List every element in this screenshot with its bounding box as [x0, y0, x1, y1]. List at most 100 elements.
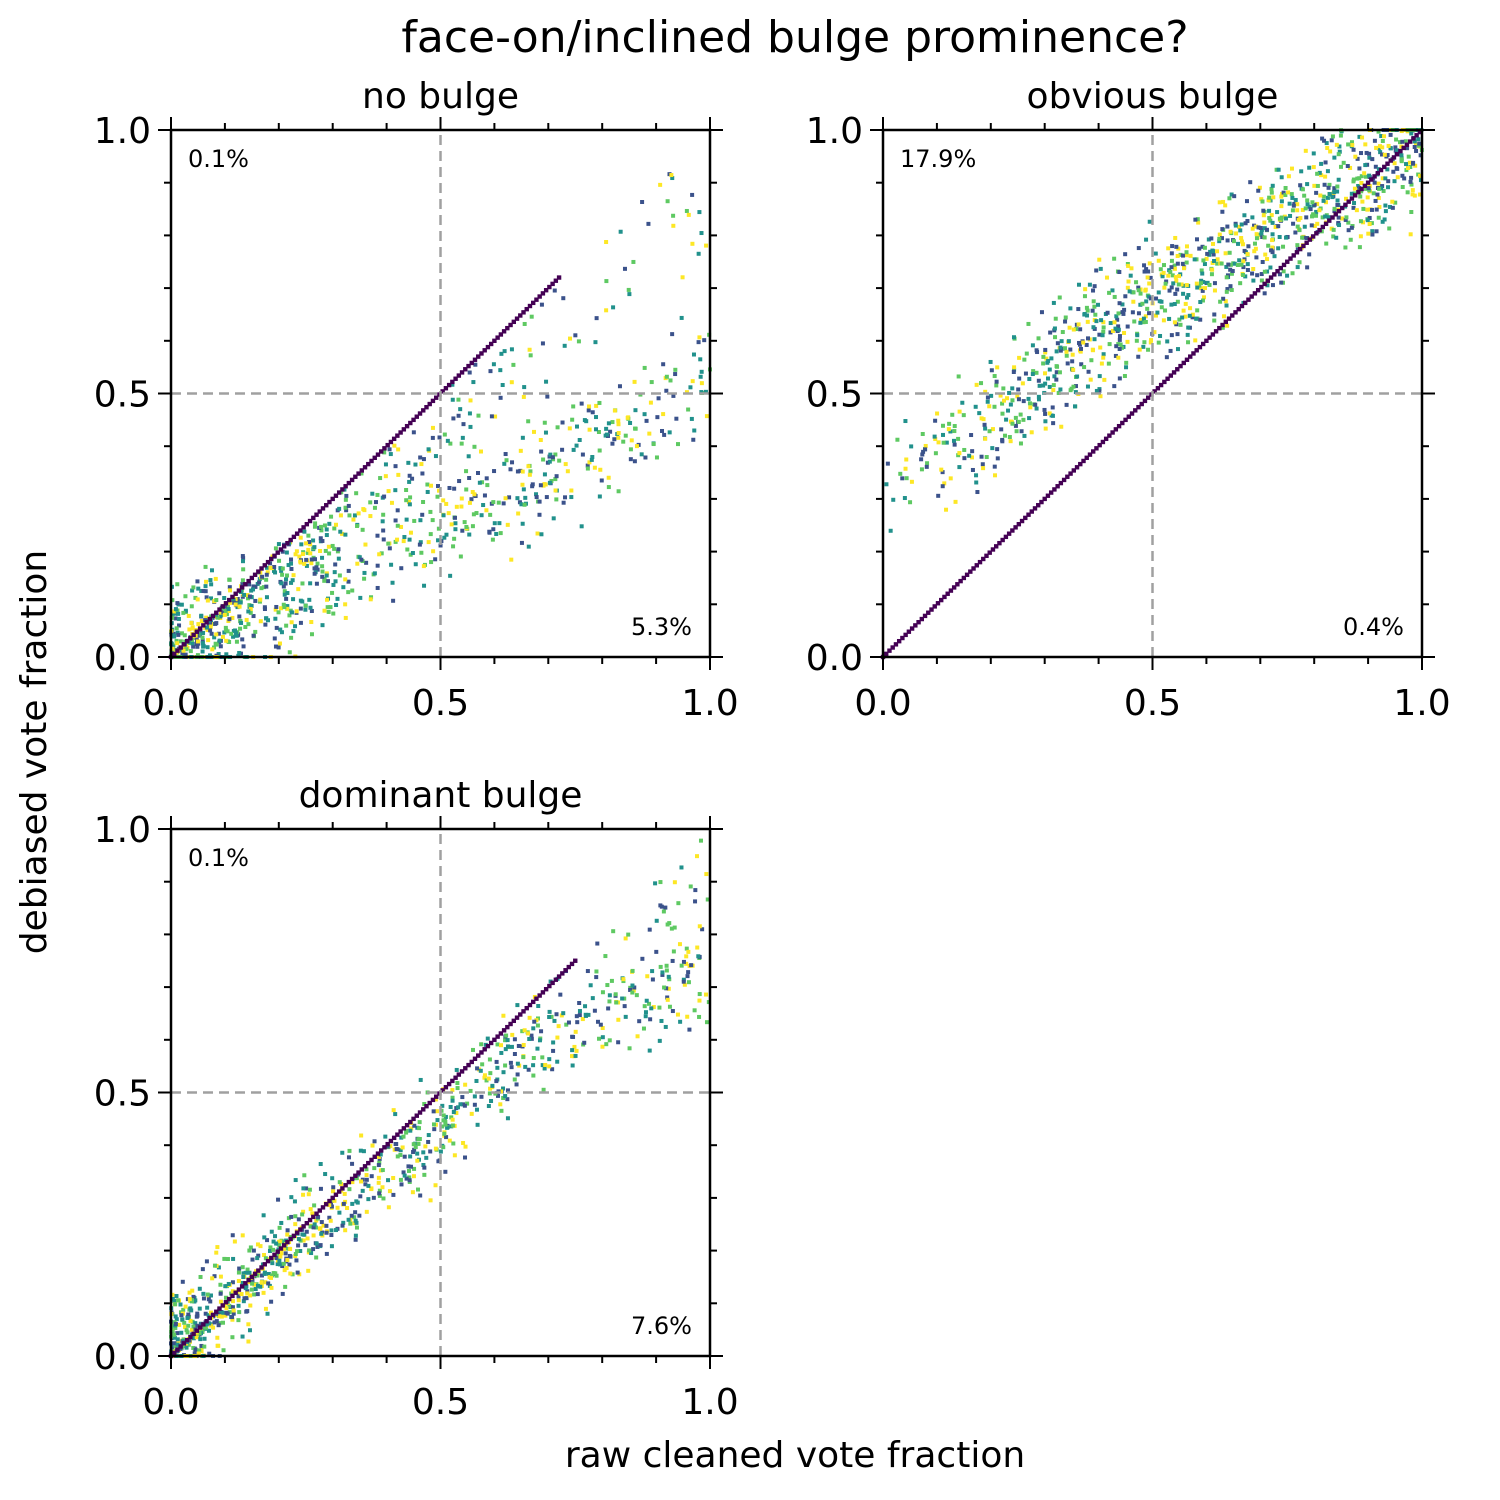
scatter-point	[1124, 360, 1129, 365]
scatter-point	[538, 437, 543, 442]
identity-point	[324, 1202, 329, 1207]
scatter-point	[309, 620, 314, 625]
scatter-point	[585, 466, 590, 471]
scatter-point	[216, 1265, 221, 1270]
scatter-point	[621, 977, 626, 982]
scatter-point	[574, 1048, 579, 1053]
scatter-point	[1322, 138, 1327, 143]
scatter-point	[436, 484, 441, 489]
scatter-point	[305, 1236, 310, 1241]
scatter-point	[486, 1104, 491, 1109]
scatter-point	[1076, 282, 1081, 287]
scatter-point	[417, 1126, 422, 1131]
scatter-point	[426, 1133, 431, 1138]
scatter-point	[499, 351, 504, 356]
scatter-point	[334, 522, 339, 527]
scatter-point	[632, 985, 637, 990]
scatter-point	[214, 621, 219, 626]
scatter-point	[431, 1122, 436, 1127]
identity-point	[366, 461, 371, 467]
scatter-point	[1365, 195, 1370, 200]
scatter-point	[425, 482, 430, 487]
identity-point	[369, 458, 374, 464]
identity-point	[1213, 329, 1219, 334]
scatter-point	[391, 598, 396, 603]
identity-point	[566, 964, 571, 970]
scatter-point	[658, 880, 663, 885]
scatter-point	[183, 652, 188, 657]
identity-point	[543, 987, 549, 992]
identity-point	[521, 1009, 526, 1014]
scatter-point	[173, 607, 178, 612]
scatter-point	[1158, 267, 1163, 272]
identity-point	[288, 537, 293, 543]
scatter-point	[1215, 261, 1220, 266]
scatter-point	[216, 1343, 221, 1348]
scatter-point	[491, 527, 496, 532]
scatter-point	[291, 573, 296, 578]
scatter-point	[411, 1142, 416, 1147]
scatter-point	[1016, 397, 1021, 402]
scatter-point	[1156, 290, 1161, 295]
scatter-point	[274, 1256, 279, 1261]
scatter-point	[324, 527, 329, 532]
identity-point	[514, 1015, 520, 1020]
scatter-point	[1351, 177, 1356, 182]
scatter-point	[1031, 369, 1036, 374]
identity-point	[210, 1312, 216, 1318]
scatter-point	[1416, 137, 1421, 142]
scatter-point	[995, 456, 1000, 461]
scatter-point	[218, 1291, 223, 1296]
identity-point	[320, 506, 326, 511]
scatter-point	[352, 513, 357, 518]
scatter-point	[428, 1149, 433, 1154]
scatter-point	[306, 1268, 311, 1273]
scatter-point	[261, 1290, 266, 1295]
scatter-point	[294, 1258, 299, 1263]
scatter-point	[1046, 358, 1051, 363]
scatter-point	[251, 614, 256, 619]
scatter-point	[354, 1176, 359, 1181]
scatter-point	[343, 532, 348, 537]
scatter-point	[573, 1053, 578, 1058]
scatter-point	[277, 1239, 282, 1244]
scatter-point	[269, 1285, 274, 1290]
scatter-point	[243, 624, 248, 629]
scatter-point	[1259, 278, 1264, 283]
scatter-point	[933, 451, 938, 456]
scatter-point	[341, 1201, 346, 1206]
scatter-point	[319, 1220, 324, 1225]
scatter-point	[421, 564, 426, 569]
scatter-point	[1295, 208, 1300, 213]
scatter-point	[551, 457, 556, 462]
scatter-point	[200, 638, 205, 643]
scatter-point	[1414, 148, 1419, 153]
scatter-point	[647, 1048, 652, 1053]
identity-point	[298, 528, 303, 533]
scatter-point	[197, 1286, 202, 1291]
scatter-point	[471, 512, 476, 517]
identity-point	[997, 540, 1002, 546]
scatter-point	[505, 1038, 510, 1043]
scatter-point	[330, 543, 335, 548]
identity-point	[204, 620, 209, 625]
scatter-point	[482, 493, 487, 498]
scatter-point	[320, 569, 325, 574]
y-tick-label: 1.0	[94, 111, 151, 152]
identity-point	[1113, 427, 1119, 432]
scatter-point	[1242, 213, 1247, 218]
scatter-point	[1254, 236, 1259, 241]
scatter-point	[189, 1298, 194, 1303]
scatter-point	[565, 469, 570, 474]
scatter-point	[627, 1046, 632, 1051]
scatter-point	[248, 610, 253, 615]
identity-point	[501, 1028, 507, 1033]
scatter-point	[195, 597, 200, 602]
scatter-point	[691, 437, 696, 442]
scatter-point	[191, 1324, 196, 1329]
scatter-point	[205, 598, 210, 603]
scatter-point	[223, 608, 228, 613]
scatter-point	[1367, 188, 1372, 193]
scatter-point	[173, 616, 178, 621]
scatter-point	[566, 1020, 571, 1025]
